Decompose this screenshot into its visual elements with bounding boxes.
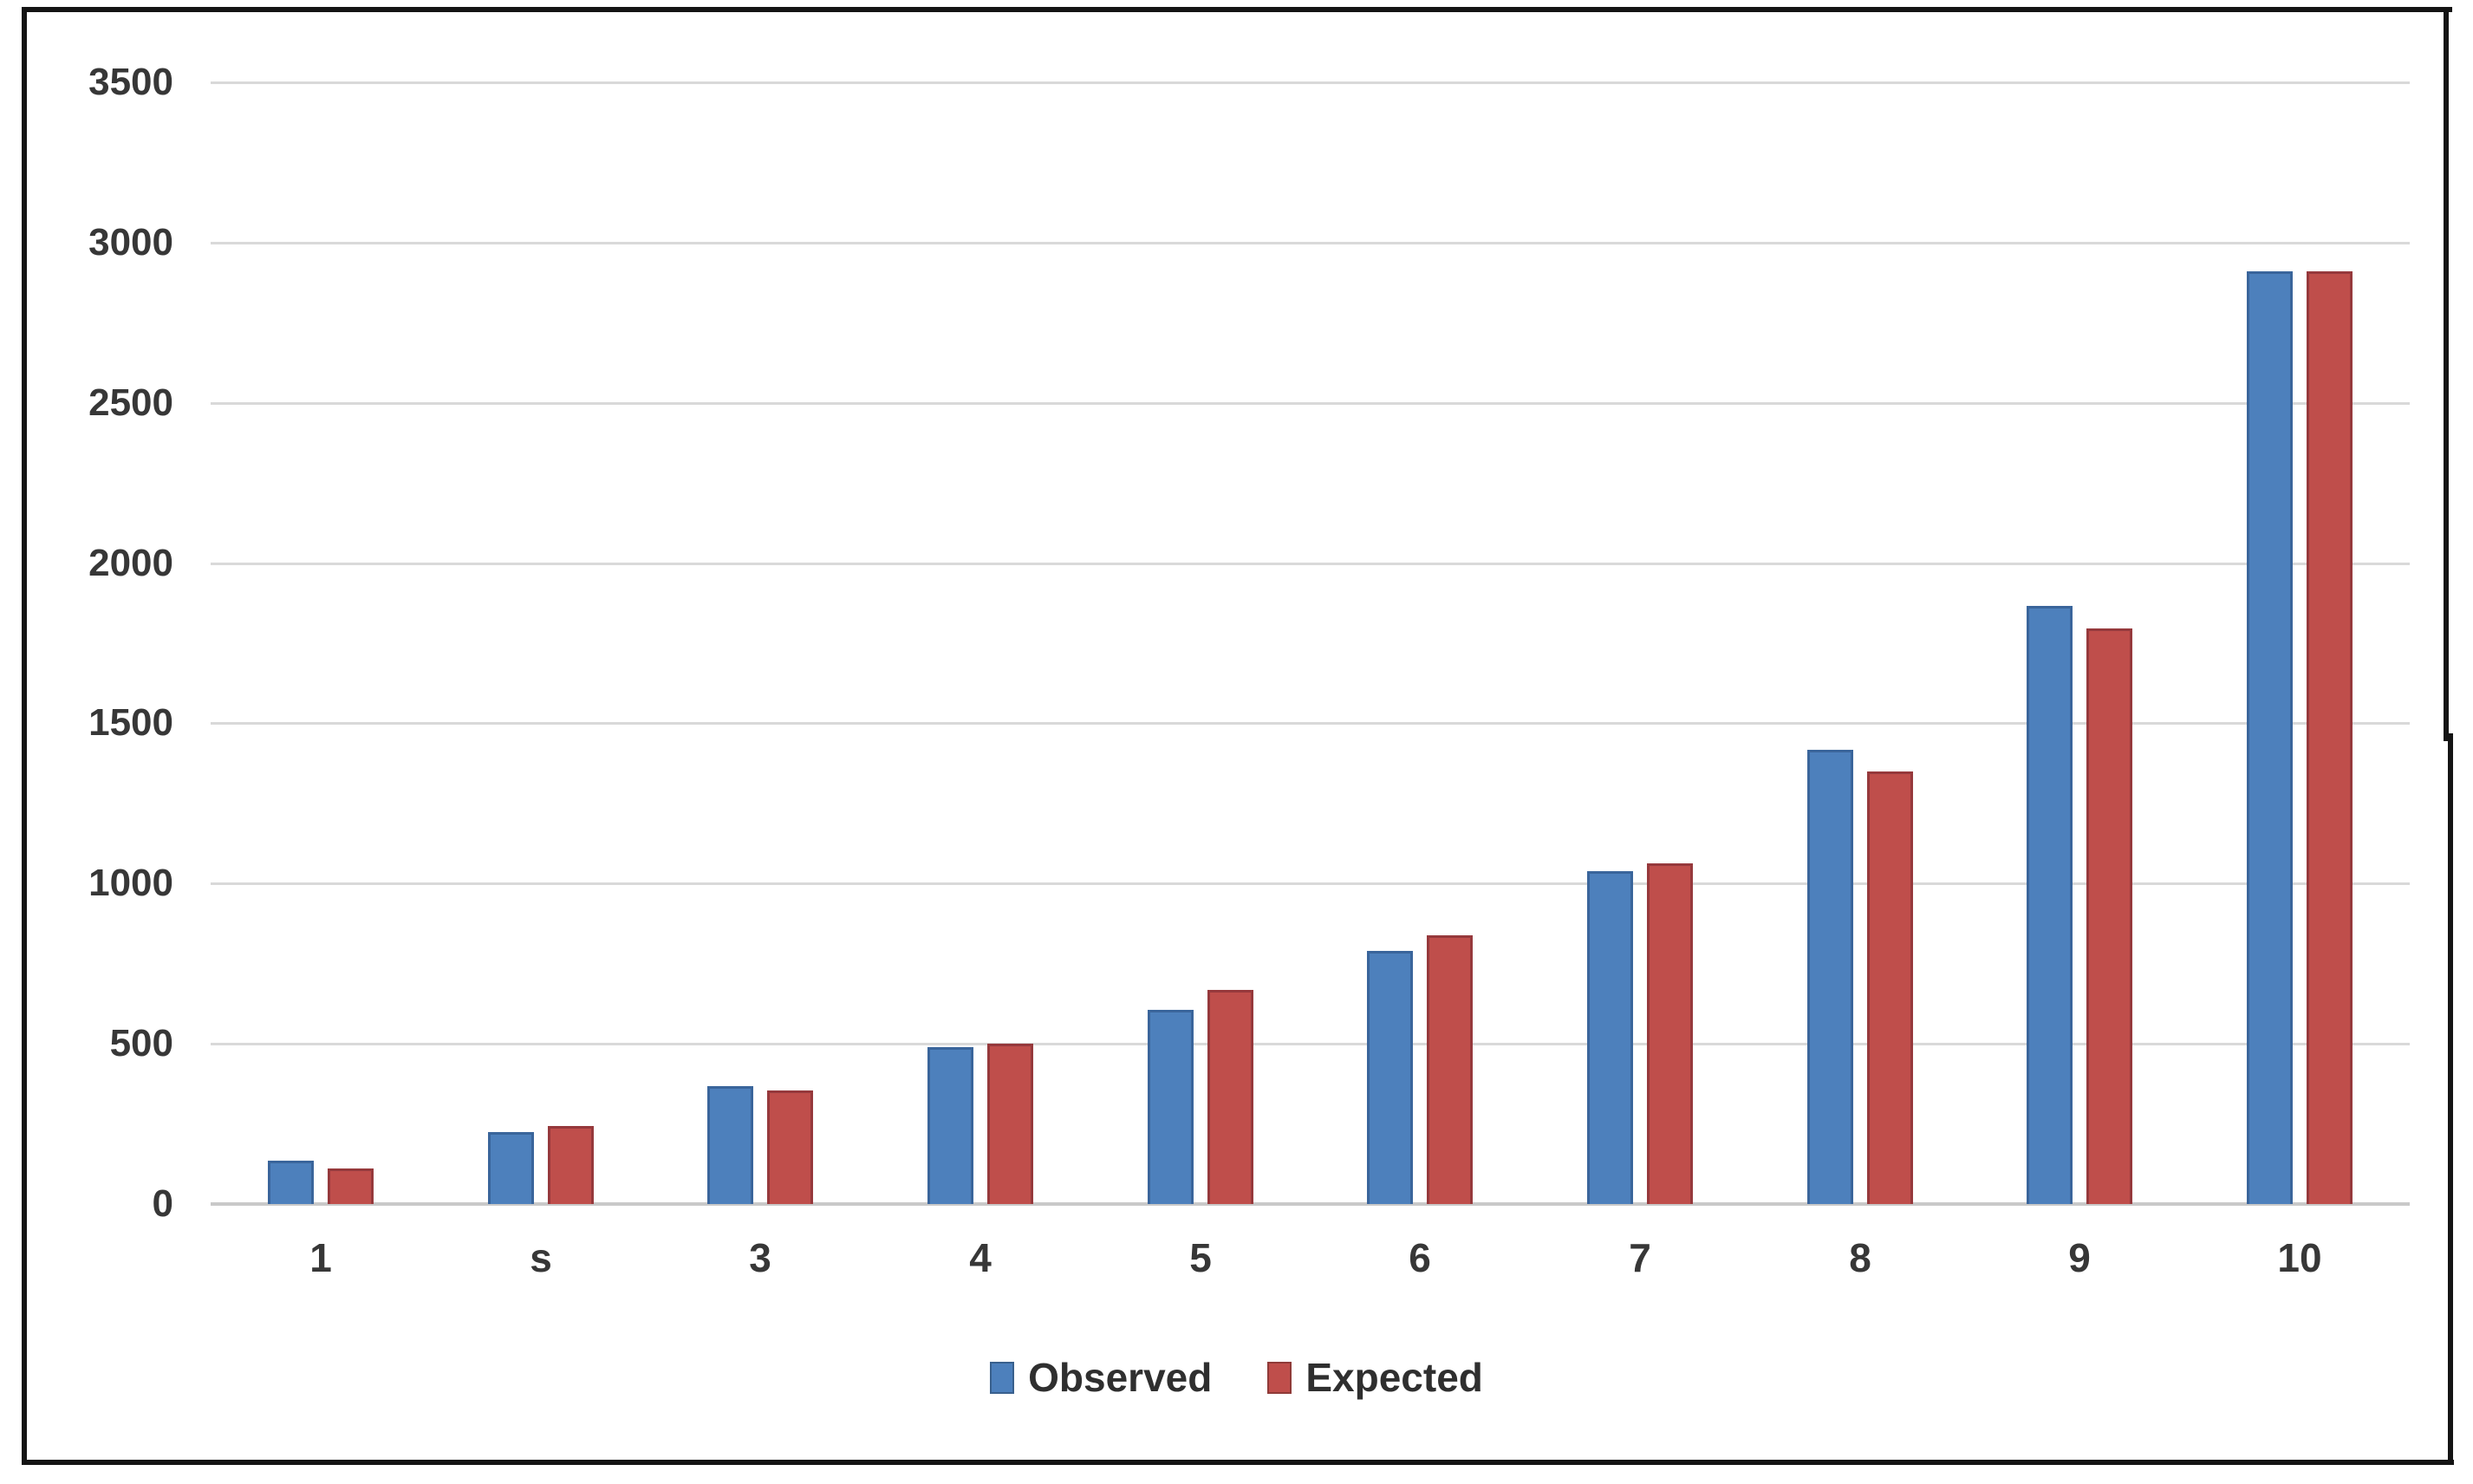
gridline-3500 <box>211 81 2410 84</box>
bar-group-9 <box>2027 606 2132 1204</box>
bar-group-10 <box>2247 271 2353 1204</box>
legend-item-expected: Expected <box>1267 1357 1483 1397</box>
frame-bottom-border <box>22 1460 2454 1465</box>
observed-bar-4 <box>927 1047 973 1204</box>
bar-group-8 <box>1807 750 1913 1204</box>
legend-label: Expected <box>1305 1355 1483 1400</box>
expected-bar-10 <box>2307 271 2353 1204</box>
gridline-3000 <box>211 242 2410 244</box>
observed-bar-9 <box>2027 606 2073 1204</box>
x-axis-tick-label: 10 <box>2277 1235 2322 1280</box>
x-axis-tick-label: 6 <box>1409 1235 1431 1280</box>
bar-group-6 <box>1367 935 1473 1204</box>
frame-right-border-lower <box>2448 733 2453 1465</box>
expected-bar-3 <box>767 1090 813 1204</box>
chart-legend: Observed Expected <box>0 1357 2473 1397</box>
x-axis-tick-label: 1 <box>309 1235 332 1280</box>
bar-group-1 <box>268 1161 374 1204</box>
gridline-1500 <box>211 722 2410 725</box>
x-axis-tick-label: 9 <box>2068 1235 2091 1280</box>
legend-swatch-observed <box>990 1361 1015 1394</box>
expected-bar-8 <box>1867 771 1913 1204</box>
expected-bar-6 <box>1427 935 1473 1204</box>
x-axis-tick-label: 7 <box>1629 1235 1651 1280</box>
x-axis-tick-label: 8 <box>1849 1235 1871 1280</box>
y-axis-tick-label: 2500 <box>88 381 173 424</box>
y-axis-tick-label: 0 <box>152 1182 173 1225</box>
y-axis-tick-label: 3500 <box>88 61 173 103</box>
y-axis-tick-label: 1500 <box>88 701 173 744</box>
observed-bar-7 <box>1587 871 1633 1204</box>
y-axis-tick-label: 500 <box>109 1022 173 1064</box>
y-axis-tick-label: 3000 <box>88 221 173 264</box>
frame-top-border <box>22 7 2452 12</box>
legend-label: Observed <box>1028 1355 1213 1400</box>
frame-left-border <box>22 7 27 1465</box>
x-axis-tick-label: 5 <box>1189 1235 1212 1280</box>
expected-bar-1 <box>328 1168 374 1204</box>
x-axis-tick-label: 4 <box>969 1235 992 1280</box>
observed-bar-s <box>488 1132 534 1204</box>
expected-bar-4 <box>987 1044 1033 1204</box>
gridline-2500 <box>211 402 2410 405</box>
expected-bar-7 <box>1647 863 1693 1204</box>
bar-group-3 <box>707 1086 813 1204</box>
bar-group-4 <box>927 1044 1033 1204</box>
observed-bar-5 <box>1148 1010 1194 1204</box>
observed-bar-6 <box>1367 951 1413 1204</box>
observed-bar-3 <box>707 1086 753 1204</box>
bar-group-5 <box>1148 990 1253 1204</box>
observed-bar-1 <box>268 1161 314 1204</box>
y-axis-tick-label: 2000 <box>88 542 173 584</box>
expected-bar-5 <box>1207 990 1253 1204</box>
gridline-1000 <box>211 882 2410 885</box>
observed-bar-10 <box>2247 271 2293 1204</box>
y-axis-tick-label: 1000 <box>88 862 173 904</box>
gridline-2000 <box>211 563 2410 565</box>
x-axis-line <box>211 1202 2410 1206</box>
expected-bar-s <box>548 1126 594 1204</box>
observed-bar-8 <box>1807 750 1853 1204</box>
bar-group-s <box>488 1126 594 1204</box>
bar-group-7 <box>1587 863 1693 1204</box>
x-axis-tick-label: s <box>530 1235 552 1280</box>
legend-item-observed: Observed <box>990 1357 1212 1397</box>
frame-right-border-upper <box>2444 7 2449 741</box>
gridline-500 <box>211 1043 2410 1045</box>
legend-swatch-expected <box>1267 1361 1292 1394</box>
x-axis-tick-label: 3 <box>749 1235 771 1280</box>
expected-bar-9 <box>2086 628 2132 1204</box>
